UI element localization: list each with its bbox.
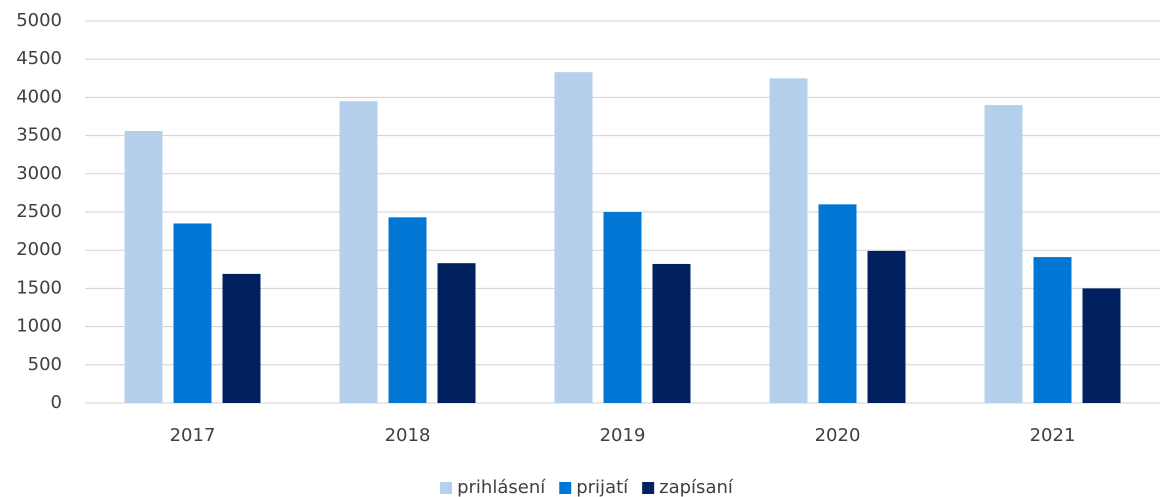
bar bbox=[603, 212, 642, 403]
bar bbox=[652, 263, 691, 403]
x-tick-label: 2019 bbox=[600, 425, 646, 446]
x-tick-label: 2017 bbox=[170, 425, 216, 446]
bar bbox=[984, 105, 1023, 403]
bar bbox=[173, 223, 212, 403]
bar bbox=[388, 217, 427, 403]
y-tick-label: 4000 bbox=[16, 86, 62, 107]
y-tick-label: 5000 bbox=[16, 10, 62, 31]
y-tick-label: 0 bbox=[51, 392, 62, 413]
x-tick-label: 2018 bbox=[385, 425, 431, 446]
legend-label: zapísaní bbox=[659, 477, 734, 497]
y-tick-label: 4500 bbox=[16, 48, 62, 69]
legend-label: prihlásení bbox=[457, 477, 546, 497]
bar bbox=[222, 273, 261, 403]
y-tick-label: 2000 bbox=[16, 239, 62, 260]
bar bbox=[124, 131, 163, 404]
legend-swatch bbox=[642, 482, 655, 494]
bar bbox=[818, 204, 857, 403]
y-tick-label: 1000 bbox=[16, 316, 62, 337]
y-tick-label: 3000 bbox=[16, 163, 62, 184]
legend-label: prijatí bbox=[576, 477, 629, 497]
bar bbox=[1033, 257, 1072, 403]
bar bbox=[554, 72, 593, 404]
legend-swatch bbox=[440, 482, 453, 494]
bar bbox=[769, 78, 808, 404]
bar bbox=[437, 263, 476, 403]
y-tick-label: 2500 bbox=[16, 201, 62, 222]
x-tick-label: 2021 bbox=[1030, 425, 1076, 446]
y-tick-label: 1500 bbox=[16, 277, 62, 298]
legend-swatch bbox=[559, 482, 572, 494]
bar bbox=[1082, 288, 1121, 403]
x-tick-label: 2020 bbox=[815, 425, 861, 446]
bar bbox=[339, 101, 378, 403]
y-tick-label: 500 bbox=[28, 354, 62, 375]
bar bbox=[867, 250, 906, 403]
y-tick-label: 3500 bbox=[16, 125, 62, 146]
